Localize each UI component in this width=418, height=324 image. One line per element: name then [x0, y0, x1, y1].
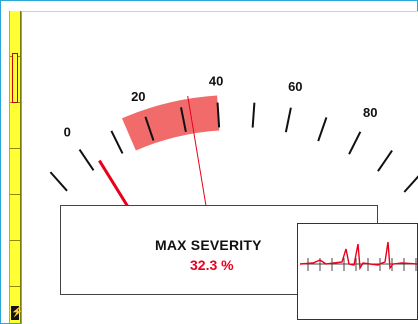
- gauge-scale-labels: 020406080100: [64, 74, 378, 140]
- gauge-tick: [284, 107, 292, 133]
- gauge-scale-label: 0: [64, 124, 71, 139]
- sidebar-active-marker: [12, 53, 18, 103]
- max-pointer-line: [187, 95, 208, 213]
- sidebar-segment[interactable]: [10, 241, 20, 287]
- gauge-tick: [144, 116, 155, 141]
- gauge-ticks: [49, 102, 418, 193]
- trend-thumbnail[interactable]: [297, 223, 418, 320]
- gauge-scale-label: 80: [363, 105, 377, 120]
- gauge-tick: [377, 150, 393, 172]
- sidebar-segment[interactable]: [10, 195, 20, 241]
- panel-title: MAX SEVERITY: [155, 237, 262, 253]
- gauge-tick: [216, 102, 221, 128]
- trend-plot: [299, 241, 418, 271]
- alarm-band-arc: [121, 95, 220, 151]
- severity-sidebar[interactable]: ⚡: [9, 11, 24, 323]
- lightning-icon[interactable]: ⚡: [11, 306, 24, 320]
- gauge-scale-label: 60: [288, 79, 302, 94]
- gauge-tick: [403, 175, 418, 193]
- gauge-tick: [78, 148, 95, 171]
- gauge-tick: [49, 171, 68, 192]
- trend-ticks: [307, 258, 417, 271]
- gauge-tick: [317, 117, 328, 142]
- severity-value: 32.3 %: [190, 257, 234, 273]
- sidebar-segment[interactable]: [10, 149, 20, 195]
- trend-trace: [299, 241, 418, 271]
- gauge-tick: [348, 131, 362, 155]
- sidebar-segment[interactable]: [10, 103, 20, 149]
- gauge-tick: [180, 107, 187, 133]
- gauge-tick: [251, 102, 256, 128]
- gauge-scale-label: 20: [131, 89, 145, 104]
- alarm-band: [121, 95, 220, 151]
- gauge-tick: [110, 130, 124, 154]
- gauge-scale-label: 40: [209, 74, 223, 89]
